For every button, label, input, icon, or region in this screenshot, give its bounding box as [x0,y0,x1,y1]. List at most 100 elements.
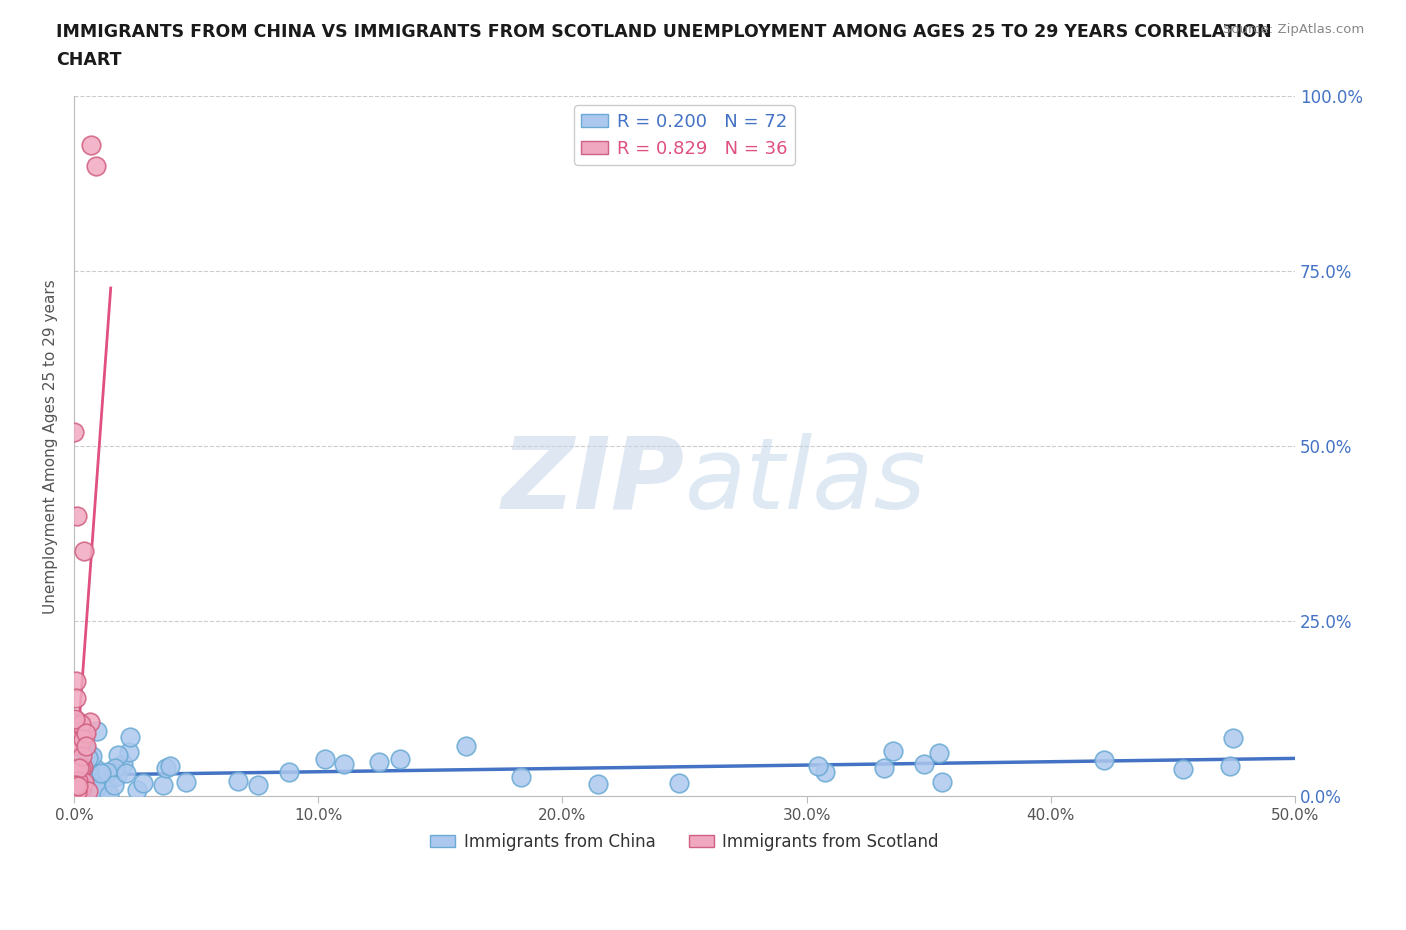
Point [63,782,86,797]
Point [118,745,141,760]
Point [63,777,86,792]
Point [509,769,531,784]
Point [174,775,197,790]
Point [65,754,87,769]
Point [73,784,96,799]
Point [65,712,87,727]
Point [70,777,93,791]
Point [77,751,100,766]
Point [127,782,149,797]
Point [66,764,89,779]
Point [73,774,96,789]
Point [72,780,94,795]
Text: atlas: atlas [685,432,927,530]
Point [314,751,336,766]
Point [155,760,177,775]
Point [65,778,87,793]
Point [76,761,98,776]
Point [65,673,87,688]
Point [69,780,91,795]
Point [98,772,121,787]
Point [70,716,93,731]
Point [86,724,108,738]
Point [1092,752,1115,767]
Point [67,737,90,752]
Point [454,738,477,753]
Point [132,776,155,790]
Point [76,744,98,759]
Point [807,759,830,774]
Point [90,765,112,780]
Point [333,756,356,771]
Point [73,727,96,742]
Legend: Immigrants from China, Immigrants from Scotland: Immigrants from China, Immigrants from S… [423,826,945,857]
Point [120,730,142,745]
Point [668,776,690,790]
Point [84,761,107,776]
Point [389,751,412,766]
Point [814,764,837,779]
Text: ZIP: ZIP [502,432,685,530]
Point [82,749,104,764]
Point [278,764,301,779]
Point [63,716,86,731]
Point [67,761,90,776]
Point [159,759,181,774]
Point [70,782,93,797]
Point [80,783,103,798]
Point [70,761,93,776]
Point [66,786,89,801]
Text: Source: ZipAtlas.com: Source: ZipAtlas.com [1223,23,1364,36]
Point [69,742,91,757]
Point [103,777,125,792]
Point [107,748,129,763]
Point [72,779,94,794]
Point [63,754,86,769]
Point [65,763,87,777]
Point [882,743,904,758]
Point [89,785,111,800]
Point [931,775,953,790]
Point [66,774,89,789]
Point [75,771,97,786]
Point [82,777,104,791]
Point [69,782,91,797]
Point [226,774,249,789]
Point [105,769,128,784]
Point [104,761,127,776]
Point [63,769,86,784]
Point [152,777,174,792]
Point [63,711,86,726]
Point [66,509,89,524]
Point [247,777,270,792]
Point [66,785,89,800]
Point [63,738,86,753]
Text: IMMIGRANTS FROM CHINA VS IMMIGRANTS FROM SCOTLAND UNEMPLOYMENT AMONG AGES 25 TO : IMMIGRANTS FROM CHINA VS IMMIGRANTS FROM… [56,23,1272,41]
Point [928,746,950,761]
Point [70,749,93,764]
Y-axis label: Unemployment Among Ages 25 to 29 years: Unemployment Among Ages 25 to 29 years [44,279,58,614]
Point [84,781,107,796]
Point [1173,762,1195,777]
Point [63,779,86,794]
Text: CHART: CHART [56,51,122,69]
Point [114,766,136,781]
Point [66,778,89,793]
Point [75,738,97,753]
Point [65,784,87,799]
Point [98,787,121,802]
Point [76,751,98,765]
Point [66,775,89,790]
Point [586,777,609,791]
Point [73,724,96,738]
Point [87,785,110,800]
Point [73,759,96,774]
Point [76,777,98,792]
Point [72,760,94,775]
Point [69,723,91,737]
Point [75,725,97,740]
Point [69,782,91,797]
Point [67,764,90,779]
Point [65,691,87,706]
Point [63,768,86,783]
